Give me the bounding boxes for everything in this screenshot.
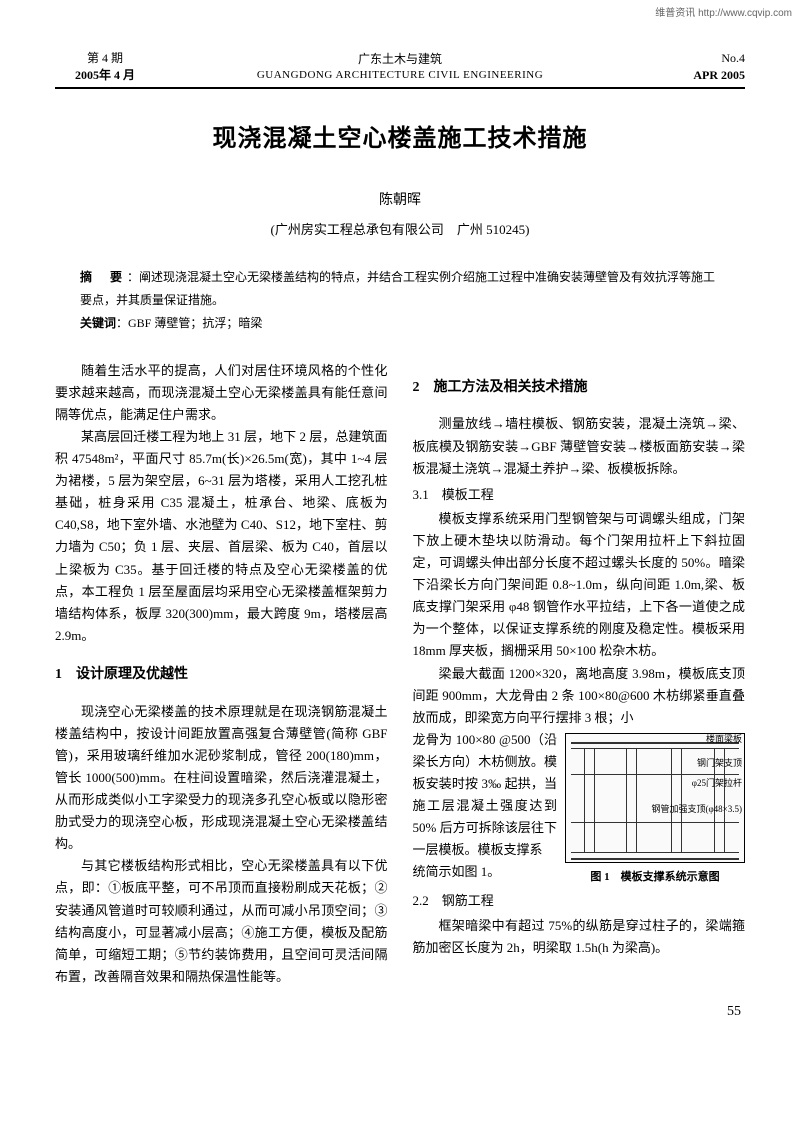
header-right: No.4 APR 2005 — [645, 50, 745, 84]
para-intro-1: 随着生活水平的提高，人们对居住环境风格的个性化要求越来越高，而现浇混凝土空心无梁… — [55, 360, 388, 426]
fig1-label-slab: 楼面梁板 — [706, 732, 742, 747]
para-formwork-2a: 梁最大截面 1200×320，离地高度 3.98m，模板底支顶间距 900mm，… — [413, 663, 746, 729]
abstract-line: 摘 要：阐述现浇混凝土空心无梁楼盖结构的特点，并结合工程实例介绍施工过程中准确安… — [80, 266, 720, 312]
keywords-line: 关键词：GBF 薄壁管；抗浮；暗梁 — [80, 312, 720, 335]
journal-en: GUANGDONG ARCHITECTURE CIVIL ENGINEERING — [155, 68, 645, 83]
watermark-text: 维普资讯 http://www.cqvip.com — [655, 5, 792, 22]
fig1-label-frame: 钢门架支顶 — [697, 756, 742, 771]
issue-date-en: APR 2005 — [645, 67, 745, 84]
keywords-text: ：GBF 薄壁管；抗浮；暗梁 — [116, 316, 262, 330]
right-column: 2 施工方法及相关技术措施 测量放线→墙柱模板、钢筋安装，混凝土浇筑→梁、板底模… — [413, 360, 746, 988]
para-intro-2: 某高层回迁楼工程为地上 31 层，地下 2 层，总建筑面积 47548m²，平面… — [55, 426, 388, 647]
page-container: 第 4 期 2005年 4 月 广东土木与建筑 GUANGDONG ARCHIT… — [0, 0, 800, 1054]
issue-no-en: No.4 — [645, 50, 745, 67]
para-sec1-2: 与其它楼板结构形式相比，空心无梁楼盖具有以下优点，即：①板底平整，可不吊顶而直接… — [55, 855, 388, 988]
figure-1-diagram: 楼面梁板 钢门架支顶 φ25门架拉杆 钢管加强支顶(φ48×3.5) — [565, 733, 745, 863]
sub-2-2: 2.2 钢筋工程 — [413, 890, 746, 912]
abstract-block: 摘 要：阐述现浇混凝土空心无梁楼盖结构的特点，并结合工程实例介绍施工过程中准确安… — [80, 266, 720, 334]
body-columns: 随着生活水平的提高，人们对居住环境风格的个性化要求越来越高，而现浇混凝土空心无梁… — [55, 360, 745, 988]
page-number: 55 — [55, 1000, 745, 1024]
abstract-label: 摘 要 — [80, 270, 125, 284]
para-rebar-1: 框架暗梁中有超过 75%的纵筋是穿过柱子的，梁端箍筋加密区长度为 2h，明梁取 … — [413, 915, 746, 959]
para-formwork-1: 模板支撑系统采用门型钢管架与可调螺头组成，门架下放上硬木垫块以防滑动。每个门架用… — [413, 508, 746, 663]
paper-title: 现浇混凝土空心楼盖施工技术措施 — [55, 119, 745, 160]
keywords-label: 关键词 — [80, 316, 116, 330]
journal-header: 第 4 期 2005年 4 月 广东土木与建筑 GUANGDONG ARCHIT… — [55, 50, 745, 89]
fig1-label-bar: φ25门架拉杆 — [692, 776, 742, 791]
header-center: 广东土木与建筑 GUANGDONG ARCHITECTURE CIVIL ENG… — [155, 51, 645, 83]
issue-number: 第 4 期 — [55, 50, 155, 67]
author-name: 陈朝晖 — [55, 189, 745, 213]
fig1-label-pipe: 钢管加强支顶(φ48×3.5) — [651, 802, 742, 817]
figure-1-caption: 图 1 模板支撑系统示意图 — [565, 868, 745, 887]
para-sec1-1: 现浇空心无梁楼盖的技术原理就是在现浇钢筋混凝土楼盖结构中，按设计间距放置高强复合… — [55, 701, 388, 856]
sub-3-1: 3.1 模板工程 — [413, 484, 746, 506]
left-column: 随着生活水平的提高，人们对居住环境风格的个性化要求越来越高，而现浇混凝土空心无梁… — [55, 360, 388, 988]
section-1-heading: 1 设计原理及优越性 — [55, 663, 388, 687]
journal-cn: 广东土木与建筑 — [155, 51, 645, 68]
header-left: 第 4 期 2005年 4 月 — [55, 50, 155, 84]
abstract-text: ：阐述现浇混凝土空心无梁楼盖结构的特点，并结合工程实例介绍施工过程中准确安装薄壁… — [80, 270, 715, 307]
author-affiliation: (广州房实工程总承包有限公司 广州 510245) — [55, 219, 745, 241]
issue-date: 2005年 4 月 — [55, 67, 155, 84]
figure-1: 楼面梁板 钢门架支顶 φ25门架拉杆 钢管加强支顶(φ48×3.5) 图 1 模… — [565, 733, 745, 887]
para-sec2-flow: 测量放线→墙柱模板、钢筋安装，混凝土浇筑→梁、板底模及钢筋安装→GBF 薄壁管安… — [413, 413, 746, 479]
section-2-heading: 2 施工方法及相关技术措施 — [413, 376, 746, 400]
